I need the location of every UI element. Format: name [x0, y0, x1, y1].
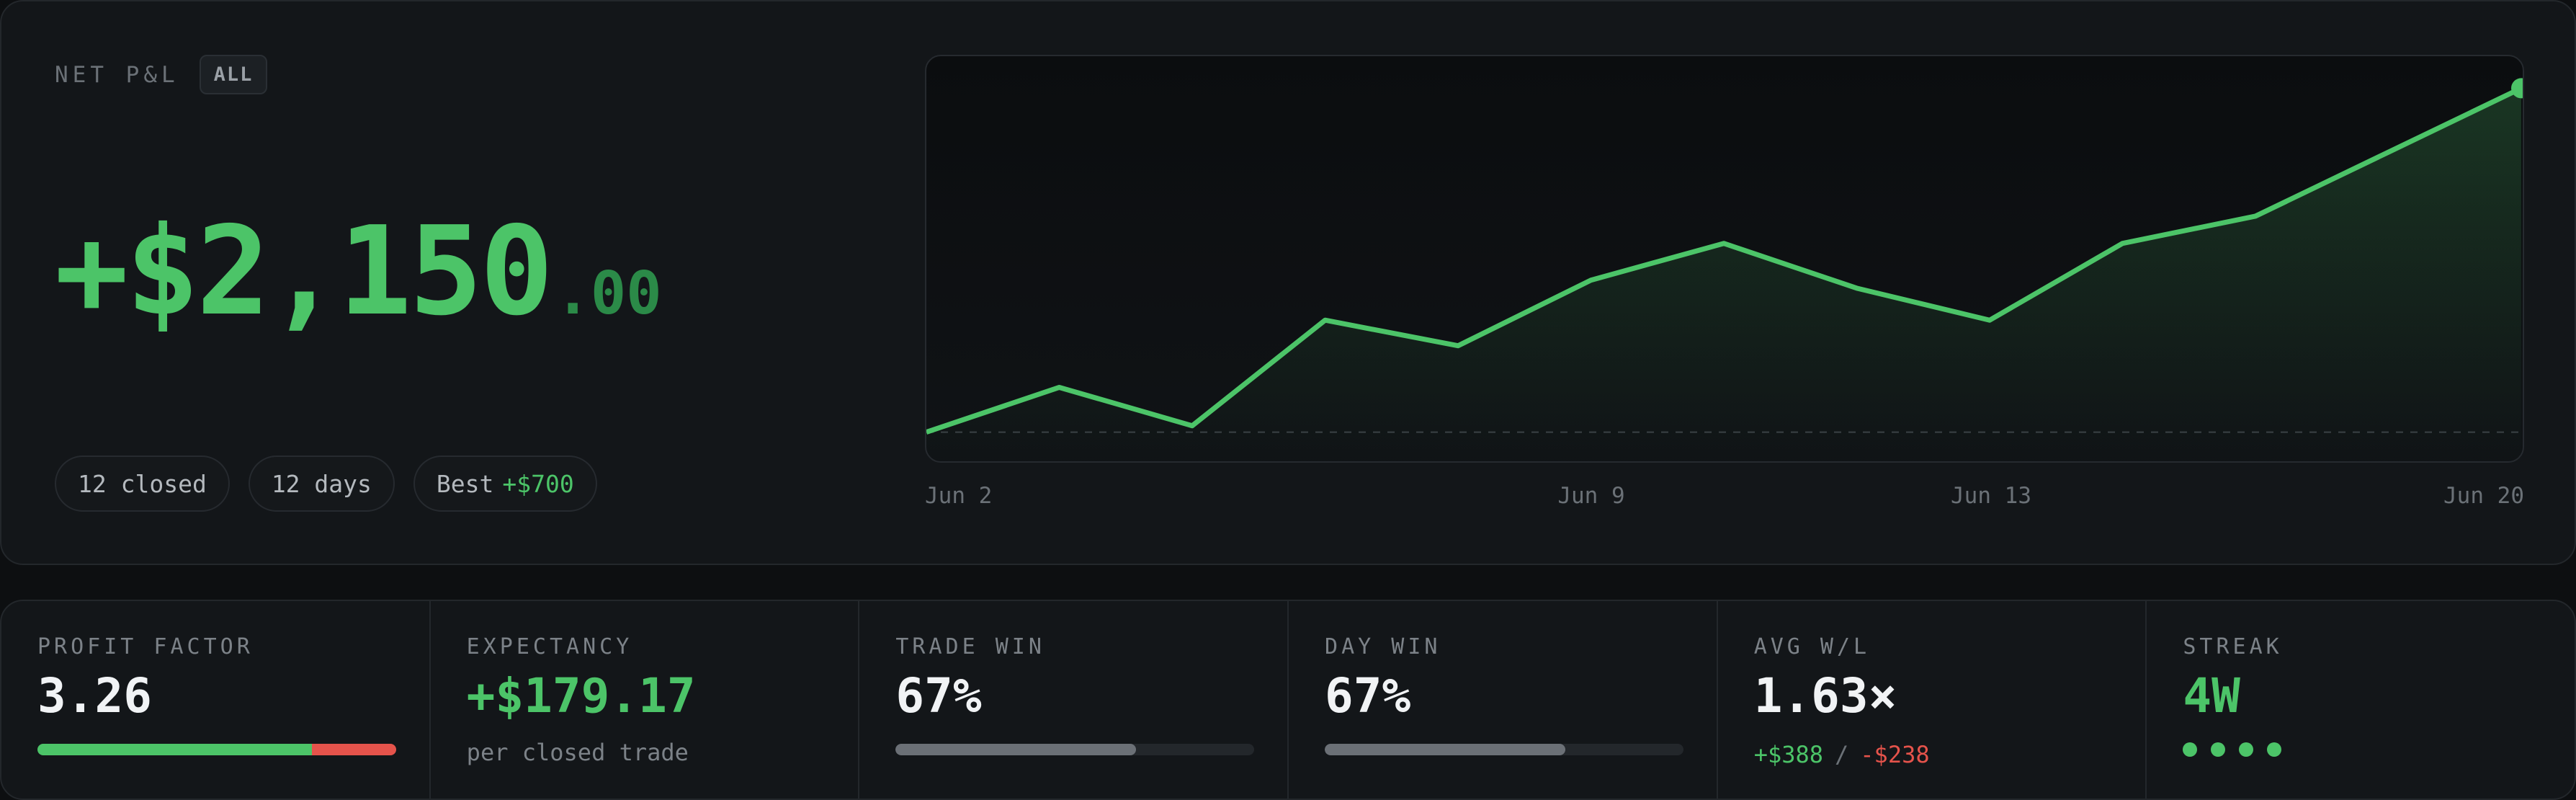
chip-best-value: +$700: [502, 469, 574, 498]
stats-panel: PROFIT FACTOR 3.26 EXPECTANCY +$179.17 p…: [0, 600, 2576, 800]
streak-dot: [2239, 742, 2254, 757]
chip-days: 12 days: [248, 455, 395, 512]
equity-chart[interactable]: [925, 55, 2524, 463]
stat-value: 3.26: [37, 668, 152, 724]
chart-point[interactable]: [2117, 238, 2129, 249]
stat-label: AVG W/L: [1753, 634, 1871, 659]
chart-point[interactable]: [1851, 283, 1863, 294]
avg-win-loss: +$388 / -$238: [1754, 741, 1930, 768]
avg-win: +$388: [1753, 741, 1824, 768]
day-win-fill: [1325, 744, 1565, 755]
net-pnl-cents: .00: [555, 259, 662, 328]
net-pnl-label: NET P&L: [55, 61, 179, 88]
profit-factor-bar: [37, 744, 396, 755]
chart-point[interactable]: [1054, 381, 1065, 393]
summary-chips: 12 closed 12 days Best +$700: [55, 455, 597, 512]
net-pnl-value: +$2,150 .00: [55, 210, 662, 333]
stat-value: 4W: [2183, 668, 2240, 724]
chip-closed-text: 12 closed: [78, 469, 207, 498]
streak-dot: [2267, 742, 2282, 757]
chart-end-point[interactable]: [2511, 78, 2524, 99]
stat-value: 67%: [1325, 668, 1411, 724]
streak-dots: [2183, 742, 2282, 757]
chip-days-text: 12 days: [271, 469, 372, 498]
stat-expectancy: EXPECTANCY +$179.17 per closed trade: [431, 601, 860, 799]
stat-value: 67%: [895, 668, 982, 724]
stat-value: 1.63×: [1753, 668, 1897, 724]
chart-point[interactable]: [1718, 238, 1730, 249]
net-pnl-panel: NET P&L ALL +$2,150 .00 12 closed 12 day…: [0, 0, 2576, 565]
trade-win-bar: [895, 744, 1255, 755]
avg-loss: -$238: [1860, 741, 1930, 768]
trade-win-fill: [895, 744, 1136, 755]
avg-separator: /: [1835, 741, 1849, 768]
stat-label: PROFIT FACTOR: [37, 634, 254, 659]
chip-best-label: Best: [436, 469, 494, 498]
stat-sub: per closed trade: [466, 739, 689, 766]
chart-point[interactable]: [1452, 340, 1464, 352]
chart-x-axis: Jun 2 Jun 9 Jun 13 Jun 20: [925, 483, 2524, 512]
net-pnl-header: NET P&L ALL: [55, 55, 268, 94]
chart-point[interactable]: [2250, 210, 2261, 222]
x-tick-label: Jun 2: [925, 483, 993, 509]
stat-avg-wl: AVG W/L 1.63× +$388 / -$238: [1718, 601, 2147, 799]
chart-area-fill: [926, 88, 2521, 461]
x-tick-label: Jun 20: [2443, 483, 2524, 509]
streak-dot: [2211, 742, 2226, 757]
chart-point[interactable]: [2383, 146, 2394, 158]
chart-point[interactable]: [1984, 314, 1995, 326]
stat-day-win: DAY WIN 67%: [1289, 601, 1718, 799]
chart-point[interactable]: [1586, 275, 1597, 286]
net-pnl-main: +$2,150: [55, 200, 553, 343]
stat-value: +$179.17: [466, 668, 696, 724]
chart-point[interactable]: [1186, 420, 1198, 432]
chart-point[interactable]: [1320, 314, 1331, 326]
streak-dot: [2183, 742, 2198, 757]
stat-streak: STREAK 4W: [2147, 601, 2575, 799]
stat-label: EXPECTANCY: [466, 634, 633, 659]
stat-profit-factor: PROFIT FACTOR 3.26: [1, 601, 431, 799]
x-tick-label: Jun 9: [1557, 483, 1625, 509]
scope-all-button[interactable]: ALL: [199, 55, 268, 94]
stat-label: STREAK: [2183, 634, 2283, 659]
loss-segment: [311, 744, 396, 755]
profit-segment: [37, 744, 312, 755]
stat-trade-win: TRADE WIN 67%: [859, 601, 1289, 799]
chip-best: Best +$700: [413, 455, 597, 512]
chart-series-line: [926, 86, 2523, 435]
stat-label: DAY WIN: [1325, 634, 1441, 659]
day-win-bar: [1325, 744, 1684, 755]
x-tick-label: Jun 13: [1951, 483, 2031, 509]
chip-closed: 12 closed: [55, 455, 230, 512]
equity-chart-svg: [926, 78, 2524, 461]
stat-label: TRADE WIN: [895, 634, 1045, 659]
